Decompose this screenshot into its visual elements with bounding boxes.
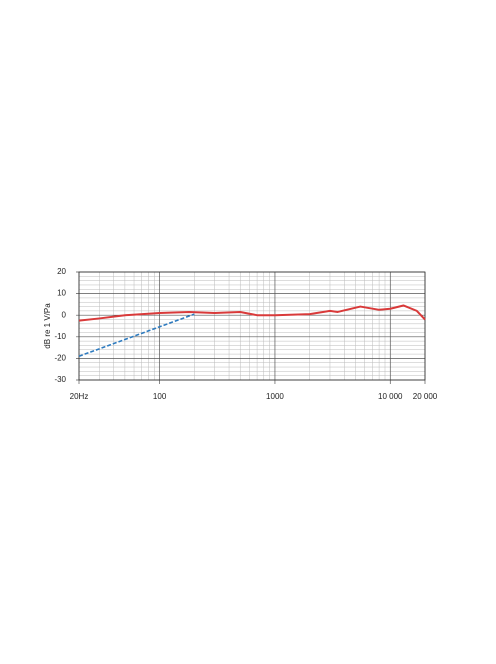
y-tick-label: 20 xyxy=(57,267,66,276)
y-tick-label: -10 xyxy=(54,332,66,341)
y-tick-label: 0 xyxy=(62,310,67,319)
x-tick-label: 20Hz xyxy=(70,392,89,401)
plot-frame xyxy=(78,271,426,381)
x-tick-label: 10 000 xyxy=(378,392,403,401)
y-tick-label: -20 xyxy=(54,354,66,363)
x-tick-label: 100 xyxy=(153,392,167,401)
y-axis-label: dB re 1 V/Pa xyxy=(43,303,52,349)
series-line xyxy=(78,313,195,357)
y-tick-label: 10 xyxy=(57,289,66,298)
series-line xyxy=(78,304,426,322)
x-tick-label: 20 000 xyxy=(413,392,438,401)
y-tick-label: -30 xyxy=(54,375,66,384)
x-tick-label: 1000 xyxy=(266,392,284,401)
